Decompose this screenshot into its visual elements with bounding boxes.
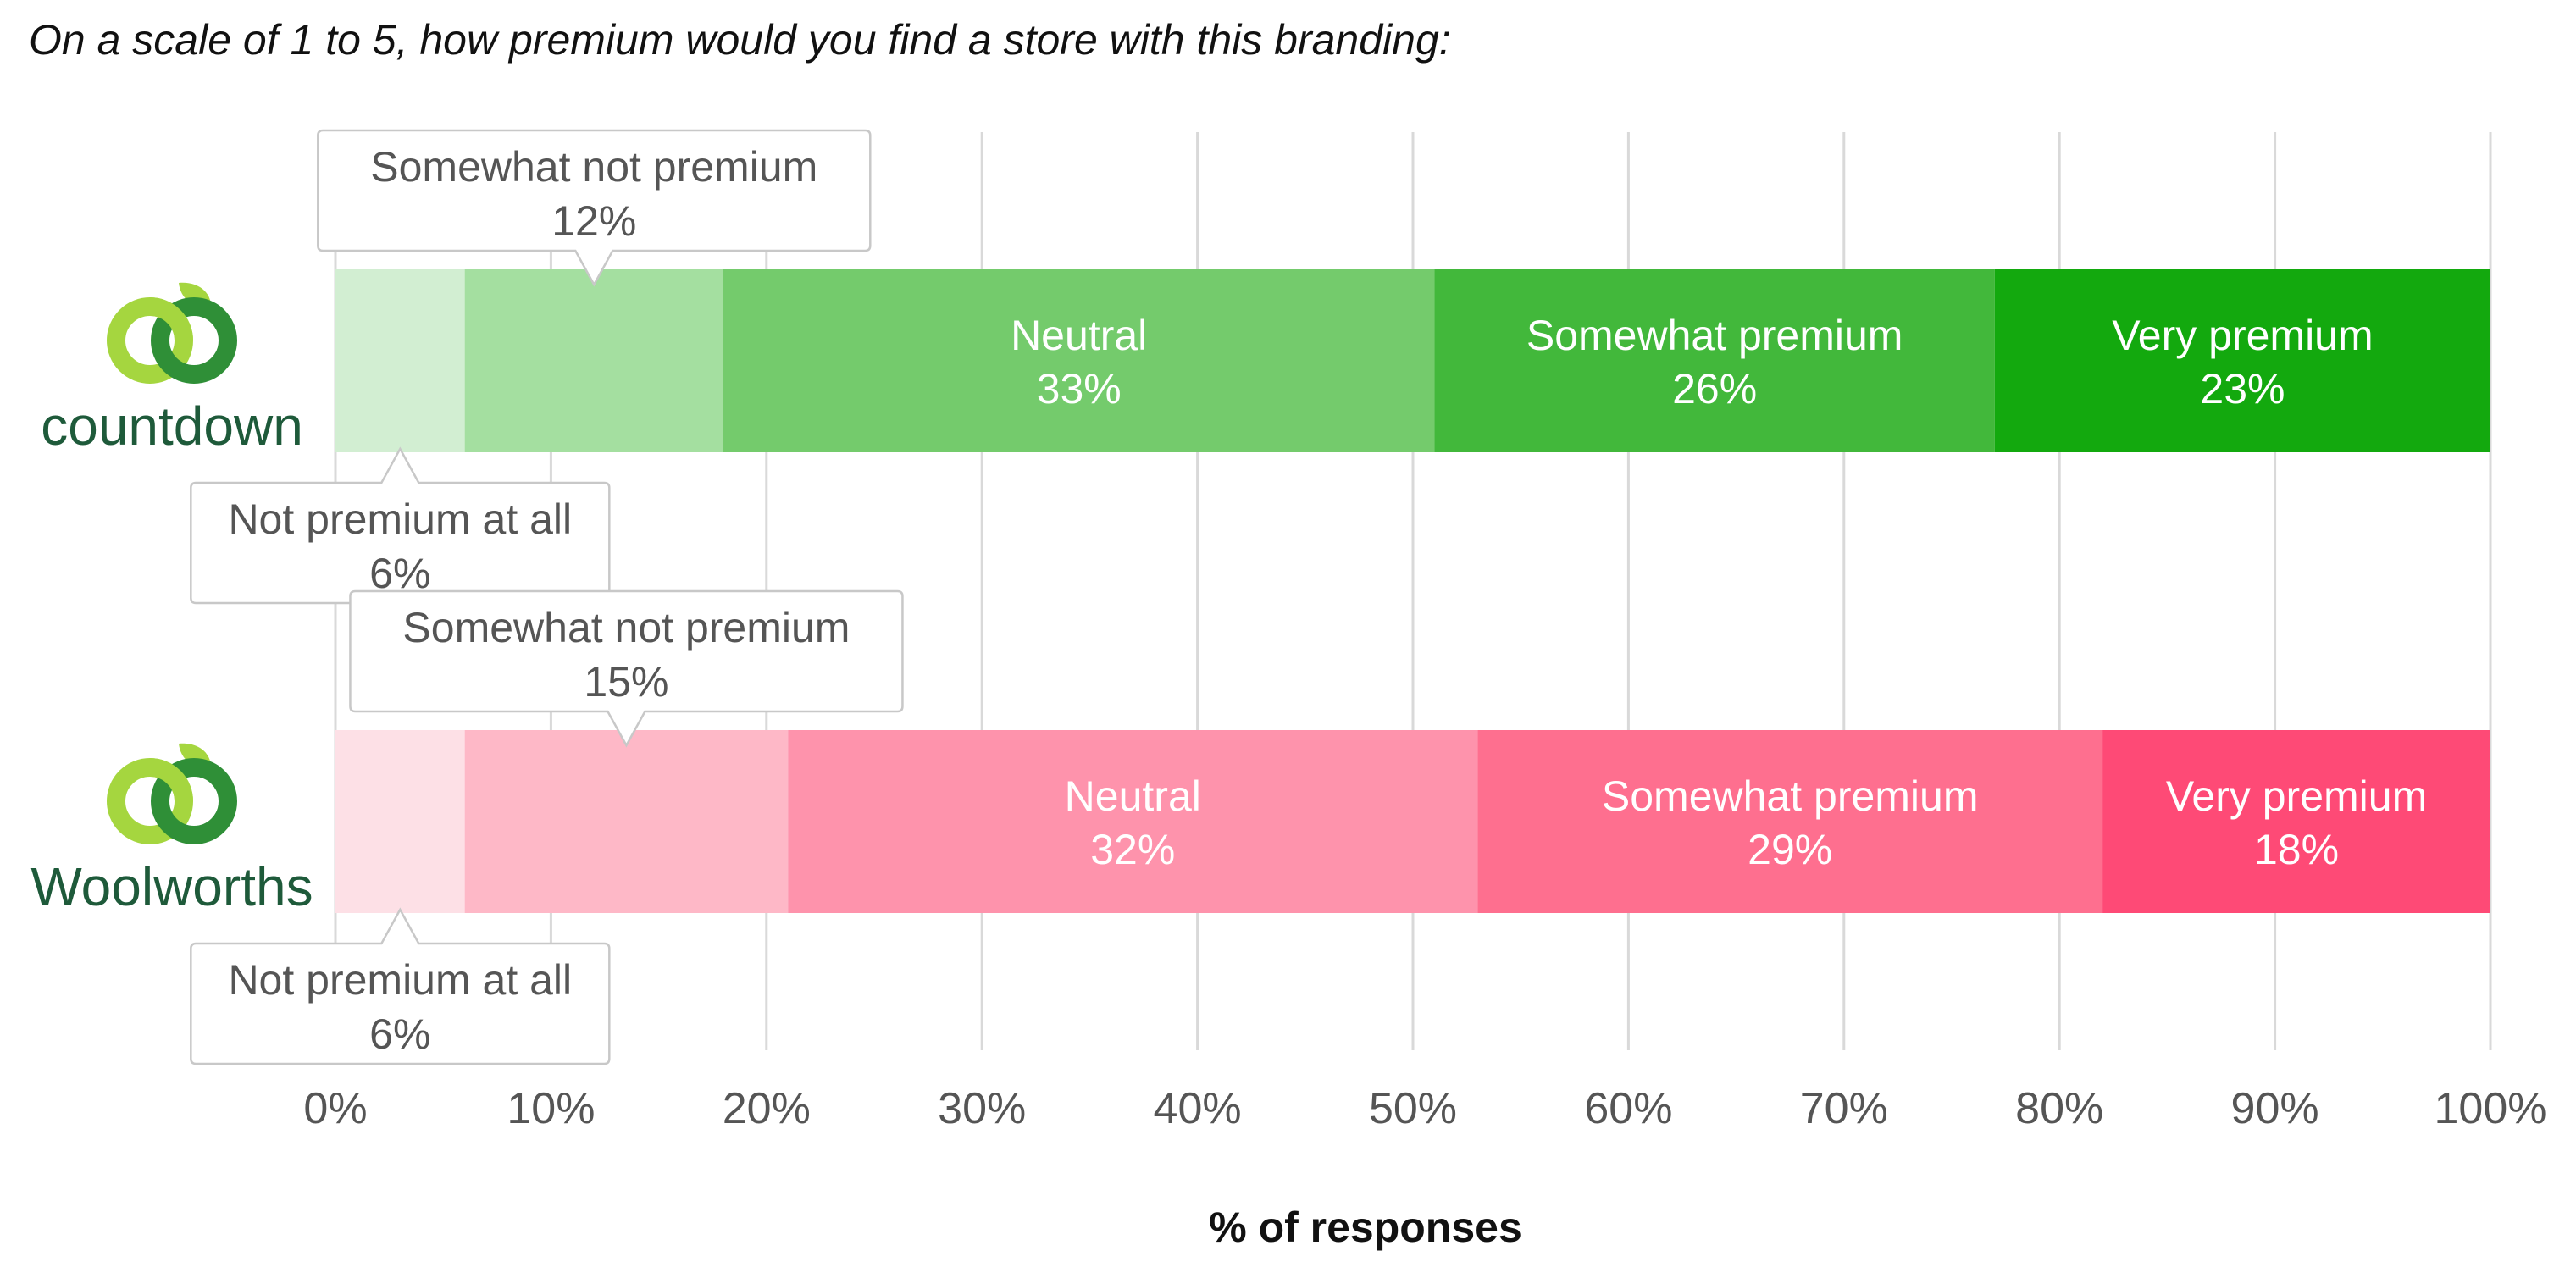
bar-segment: [335, 269, 465, 452]
bar-segment: [1994, 269, 2490, 452]
segment-value-label: 18%: [2254, 826, 2339, 873]
segment-name-label: Neutral: [1065, 772, 1201, 820]
bar-segment: [2102, 730, 2490, 913]
callout-box: [190, 446, 611, 605]
bar-segment: [464, 269, 723, 452]
callout-series-label: Not premium at all: [228, 956, 572, 1004]
chart-title: On a scale of 1 to 5, how premium would …: [29, 16, 1451, 64]
segment-name-label: Neutral: [1011, 312, 1147, 359]
x-tick-label: 20%: [723, 1084, 811, 1133]
woolworths-apple-logo-icon: [107, 282, 237, 384]
x-axis-ticks: 0% 10% 20% 30% 40% 50% 60% 70% 80% 90% 100%: [303, 1084, 2546, 1133]
segment-value-label: 26%: [1672, 365, 1757, 412]
x-tick-label: 80%: [2015, 1084, 2103, 1133]
callout-series-label: Not premium at all: [228, 495, 572, 543]
brand-wordmark: Woolworths: [30, 856, 313, 917]
callout-value-label: 12%: [551, 197, 636, 245]
x-tick-label: 70%: [1800, 1084, 1888, 1133]
callout-box: [190, 907, 611, 1065]
x-tick-label: 40%: [1154, 1084, 1242, 1133]
brands: countdown Woolworths: [30, 282, 313, 917]
bar-segment: [788, 730, 1478, 913]
x-axis-title: % of responses: [1209, 1204, 1522, 1251]
callout-value-label: 6%: [369, 550, 430, 597]
bars: Neutral 33% Somewhat premium 26% Very premiu…: [335, 269, 2490, 913]
callout-value-label: 15%: [584, 658, 668, 706]
callout-series-label: Somewhat not premium: [402, 604, 850, 651]
segment-value-label: 29%: [1748, 826, 1832, 873]
x-tick-label: 50%: [1369, 1084, 1457, 1133]
segment-value-label: 23%: [2200, 365, 2285, 412]
segment-value-label: 33%: [1037, 365, 1122, 412]
segment-value-label: 32%: [1090, 826, 1175, 873]
callouts: Somewhat not premium 12% Not premium at al…: [190, 129, 904, 1065]
x-tick-label: 10%: [507, 1084, 595, 1133]
callout-box: [349, 589, 904, 748]
segment-name-label: Somewhat premium: [1526, 312, 1903, 359]
brand-logo-0: countdown: [41, 282, 303, 457]
segment-name-label: Very premium: [2166, 772, 2427, 820]
brand-wordmark: countdown: [41, 396, 303, 457]
x-tick-label: 30%: [938, 1084, 1026, 1133]
segment-name-label: Somewhat premium: [1602, 772, 1979, 820]
callout-value-label: 6%: [369, 1010, 430, 1058]
woolworths-apple-logo-icon: [107, 743, 237, 844]
bar-segment: [335, 730, 465, 913]
x-tick-label: 0%: [303, 1084, 367, 1133]
bar-segment: [464, 730, 789, 913]
segment-name-label: Very premium: [2112, 312, 2373, 359]
bar-segment: [723, 269, 1435, 452]
brand-logo-1: Woolworths: [30, 743, 313, 917]
bar-segment: [1477, 730, 2103, 913]
x-tick-label: 100%: [2435, 1084, 2547, 1133]
callout-series-label: Somewhat not premium: [370, 143, 817, 191]
x-tick-label: 60%: [1584, 1084, 1672, 1133]
x-tick-label: 90%: [2231, 1084, 2319, 1133]
bar-segment: [1434, 269, 1995, 452]
callout-box: [317, 129, 872, 287]
